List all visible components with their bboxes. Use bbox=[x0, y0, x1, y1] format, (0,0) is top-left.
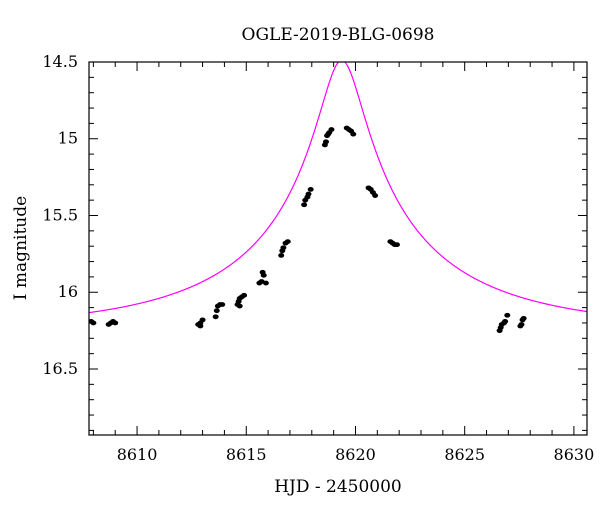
data-point bbox=[112, 320, 119, 326]
data-point bbox=[278, 253, 285, 258]
x-tick-label: 8615 bbox=[226, 445, 267, 464]
axes: 8610 8615 8620 8625 8630 14.5 15 15.5 16 16.5 bbox=[42, 52, 594, 464]
data-point bbox=[197, 323, 204, 329]
data-point bbox=[328, 127, 335, 132]
data-point bbox=[502, 319, 509, 324]
x-tick-label: 8625 bbox=[444, 445, 485, 464]
y-tick-label: 15 bbox=[58, 129, 78, 148]
data-point bbox=[307, 187, 314, 192]
model-curve bbox=[89, 62, 587, 314]
data-point bbox=[213, 308, 220, 314]
data-point bbox=[504, 312, 511, 318]
data-point bbox=[262, 280, 269, 286]
data-point bbox=[350, 131, 357, 137]
data-point bbox=[236, 303, 243, 309]
x-tick-label: 8620 bbox=[335, 445, 376, 464]
data-point bbox=[241, 292, 248, 298]
data-point bbox=[199, 317, 206, 323]
data-point bbox=[301, 202, 308, 208]
data-point bbox=[520, 315, 527, 321]
x-tick-label: 8630 bbox=[554, 445, 595, 464]
data-point bbox=[212, 314, 219, 320]
chart-title: OGLE-2019-BLG-0698 bbox=[242, 25, 435, 45]
data-point bbox=[305, 191, 312, 197]
data-point bbox=[260, 272, 267, 278]
y-tick-label: 16 bbox=[58, 282, 78, 301]
y-tick-label: 15.5 bbox=[42, 205, 78, 224]
data-point bbox=[393, 242, 400, 248]
data-point bbox=[372, 193, 379, 198]
y-axis-label: I magnitude bbox=[11, 196, 31, 300]
data-point bbox=[280, 245, 287, 251]
plot-frame bbox=[88, 61, 588, 436]
y-tick-label: 16.5 bbox=[42, 359, 78, 378]
data-point bbox=[284, 239, 291, 244]
y-tick-label: 14.5 bbox=[42, 52, 78, 71]
data-point bbox=[322, 139, 329, 145]
data-point bbox=[219, 302, 226, 307]
x-tick-label: 8610 bbox=[117, 445, 158, 464]
data-point bbox=[518, 322, 525, 327]
x-axis-label: HJD - 2450000 bbox=[274, 477, 402, 497]
plot-area bbox=[89, 62, 587, 334]
